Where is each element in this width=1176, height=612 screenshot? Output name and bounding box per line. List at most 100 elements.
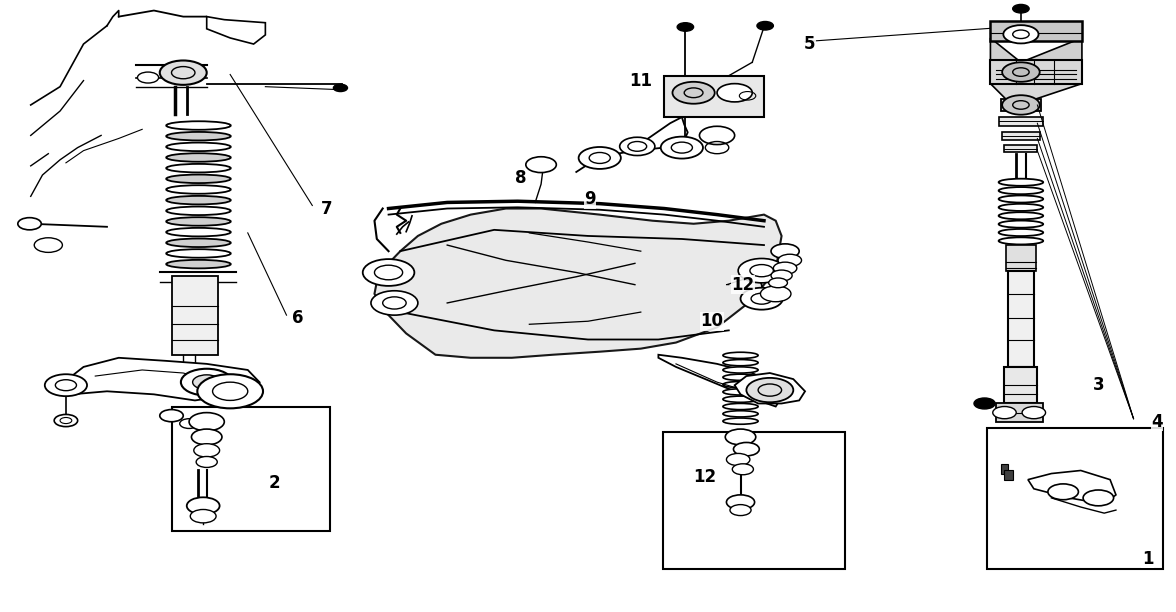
Text: 6: 6	[293, 309, 303, 327]
Ellipse shape	[998, 212, 1043, 219]
Circle shape	[160, 61, 207, 85]
Bar	[172, 406, 330, 531]
Bar	[990, 61, 1082, 84]
Circle shape	[734, 442, 760, 456]
Circle shape	[700, 126, 735, 144]
Ellipse shape	[998, 229, 1043, 236]
Text: 9: 9	[584, 190, 596, 209]
Text: 12: 12	[731, 275, 754, 294]
Bar	[998, 116, 1043, 126]
Text: 7: 7	[321, 200, 332, 217]
Polygon shape	[1001, 465, 1008, 474]
Bar	[1005, 245, 1036, 271]
Text: 1: 1	[1142, 550, 1154, 568]
Circle shape	[1048, 484, 1078, 500]
Circle shape	[771, 270, 793, 281]
Circle shape	[196, 457, 218, 468]
Ellipse shape	[998, 237, 1043, 244]
Ellipse shape	[723, 403, 759, 409]
Ellipse shape	[723, 389, 759, 395]
Circle shape	[733, 464, 754, 475]
Circle shape	[673, 82, 715, 104]
Bar	[990, 21, 1082, 41]
Circle shape	[34, 238, 62, 252]
Polygon shape	[990, 84, 1082, 102]
Text: 10: 10	[701, 312, 723, 330]
Circle shape	[180, 419, 199, 428]
Circle shape	[1013, 4, 1029, 13]
Ellipse shape	[166, 196, 230, 204]
Bar	[1008, 271, 1034, 367]
Circle shape	[192, 429, 222, 445]
Ellipse shape	[998, 179, 1043, 186]
Circle shape	[761, 286, 791, 302]
Ellipse shape	[166, 164, 230, 173]
Polygon shape	[207, 17, 266, 44]
Ellipse shape	[723, 396, 759, 402]
Ellipse shape	[723, 418, 759, 424]
Ellipse shape	[166, 174, 230, 183]
Ellipse shape	[723, 381, 759, 387]
Text: 11: 11	[629, 72, 652, 89]
Ellipse shape	[166, 249, 230, 258]
Circle shape	[181, 369, 233, 395]
Polygon shape	[1028, 471, 1116, 504]
Ellipse shape	[166, 206, 230, 215]
Ellipse shape	[723, 374, 759, 381]
Ellipse shape	[166, 153, 230, 162]
Ellipse shape	[166, 228, 230, 236]
Circle shape	[974, 398, 995, 409]
Circle shape	[362, 259, 414, 286]
Circle shape	[189, 412, 225, 431]
Circle shape	[1002, 62, 1040, 82]
Circle shape	[727, 495, 755, 509]
Circle shape	[1003, 25, 1038, 43]
Polygon shape	[374, 209, 782, 358]
Circle shape	[779, 254, 802, 266]
Circle shape	[187, 498, 220, 514]
Polygon shape	[659, 355, 782, 406]
Ellipse shape	[166, 217, 230, 226]
Ellipse shape	[998, 187, 1043, 194]
Ellipse shape	[166, 143, 230, 151]
Ellipse shape	[723, 411, 759, 417]
Circle shape	[771, 244, 800, 258]
Circle shape	[620, 137, 655, 155]
Circle shape	[993, 406, 1016, 419]
Bar	[1004, 145, 1037, 152]
Bar	[996, 403, 1043, 422]
Bar	[1002, 132, 1040, 140]
Ellipse shape	[166, 121, 230, 130]
Circle shape	[194, 444, 220, 457]
Text: 5: 5	[804, 35, 815, 53]
Bar	[664, 76, 764, 117]
Text: 12: 12	[694, 468, 716, 485]
Ellipse shape	[166, 239, 230, 247]
Bar	[172, 275, 219, 355]
Polygon shape	[990, 38, 1021, 84]
Circle shape	[334, 84, 347, 92]
Circle shape	[677, 23, 694, 31]
Circle shape	[717, 84, 753, 102]
Ellipse shape	[166, 260, 230, 269]
Circle shape	[45, 374, 87, 396]
Circle shape	[757, 21, 774, 30]
Ellipse shape	[998, 204, 1043, 211]
Bar	[1001, 99, 1041, 111]
Circle shape	[739, 258, 786, 283]
Bar	[1004, 367, 1037, 403]
Circle shape	[191, 509, 216, 523]
Circle shape	[726, 429, 756, 445]
Polygon shape	[735, 373, 806, 403]
Ellipse shape	[998, 220, 1043, 228]
Text: 2: 2	[269, 474, 281, 491]
Circle shape	[138, 72, 159, 83]
Text: 8: 8	[515, 169, 527, 187]
Ellipse shape	[166, 132, 230, 140]
Circle shape	[370, 291, 417, 315]
Bar	[663, 432, 844, 569]
Circle shape	[661, 136, 703, 159]
Circle shape	[727, 453, 750, 466]
Text: 4: 4	[1151, 412, 1163, 431]
Ellipse shape	[166, 185, 230, 194]
